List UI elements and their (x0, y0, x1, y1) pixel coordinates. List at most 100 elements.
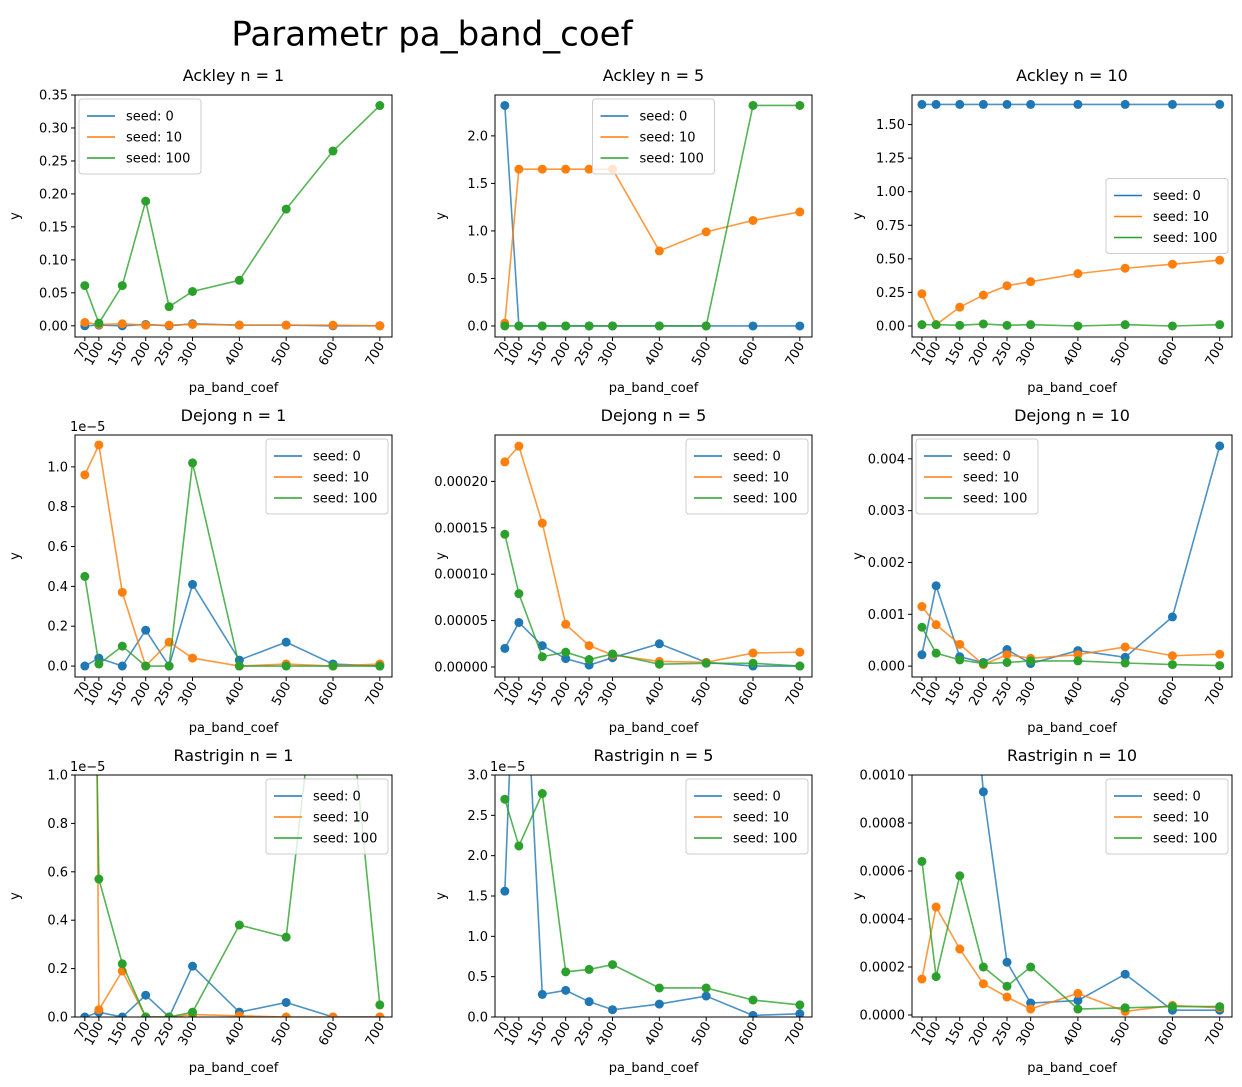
data-point (537, 989, 547, 999)
data-point (188, 579, 198, 589)
figure-title: Parametr pa_band_coef (231, 15, 633, 55)
data-point (654, 983, 664, 993)
data-point (561, 967, 571, 977)
data-point (584, 164, 594, 174)
x-tick-label: 700 (363, 1020, 388, 1049)
data-point (1073, 650, 1083, 660)
x-tick-label: 300 (596, 1020, 621, 1049)
y-tick-label: 0.002 (868, 556, 905, 571)
legend-label: seed: 0 (1153, 790, 1201, 805)
data-point (931, 99, 941, 109)
x-tick-label: 200 (966, 680, 991, 709)
data-point (561, 647, 571, 657)
x-tick-label: 150 (525, 680, 550, 709)
x-tick-label: 70 (72, 680, 93, 702)
series-line (504, 775, 800, 1017)
series-line (921, 606, 1220, 666)
data-point (375, 321, 385, 331)
data-point (584, 655, 594, 665)
data-point (500, 529, 510, 539)
x-tick-label: 600 (316, 1020, 341, 1049)
data-point (188, 1007, 198, 1017)
series-line (921, 323, 1220, 327)
data-point (329, 529, 338, 538)
data-point (1167, 612, 1177, 622)
y-tick-label: 0.0004 (860, 913, 906, 928)
axes-frame (74, 94, 393, 338)
data-point (917, 650, 927, 660)
data-point (584, 321, 594, 331)
x-tick-label: 300 (176, 1020, 201, 1049)
x-tick-label: 500 (269, 340, 294, 369)
data-point (164, 320, 174, 330)
data-point (234, 1011, 244, 1017)
data-point (1120, 320, 1130, 330)
data-point (584, 964, 594, 974)
data-point (164, 661, 174, 671)
x-tick-label: 150 (525, 340, 550, 369)
x-tick-label: 700 (1203, 1020, 1228, 1049)
data-point (1215, 1002, 1225, 1012)
y-tick-label: 0.00 (876, 319, 905, 334)
legend-frame (1105, 778, 1229, 855)
data-point (1026, 1004, 1036, 1014)
data-point (188, 319, 198, 329)
legend-label: seed: 100 (313, 832, 377, 847)
y-tick-label: 1.0 (467, 930, 488, 945)
x-tick-label: 600 (316, 340, 341, 369)
data-point (1120, 263, 1130, 273)
y-tick-label: 3.0 (467, 769, 488, 784)
x-tick-label: 250 (152, 1020, 177, 1049)
x-tick-label: 70 (492, 340, 513, 362)
data-point (1215, 99, 1225, 109)
data-point (537, 641, 547, 651)
data-point (917, 530, 926, 539)
x-tick-label: 500 (689, 680, 714, 709)
data-point (955, 871, 965, 881)
x-tick-label: 200 (129, 680, 154, 709)
data-point (537, 164, 547, 174)
data-point (281, 932, 291, 942)
x-tick-label: 200 (966, 340, 991, 369)
data-point (917, 289, 927, 299)
x-tick-label: 300 (176, 340, 201, 369)
data-point (584, 997, 594, 1007)
y-tick-label: 2.0 (467, 849, 488, 864)
legend-label: seed: 0 (640, 110, 688, 125)
x-tick-label: 250 (572, 340, 597, 369)
x-tick-label: 400 (1061, 1020, 1086, 1049)
data-point (500, 643, 510, 653)
subplot-title: Dejong n = 1 (181, 406, 287, 425)
x-tick-label: 250 (572, 680, 597, 709)
data-point (978, 659, 988, 669)
data-point (748, 648, 758, 658)
x-tick-label: 150 (943, 680, 968, 709)
y-tick-label: 0.0 (467, 1011, 488, 1026)
x-tick-label: 700 (783, 340, 808, 369)
legend-label: seed: 0 (313, 450, 361, 465)
series-line (504, 168, 800, 324)
plot-area (500, 775, 805, 1017)
data-point (561, 321, 571, 331)
data-point (917, 856, 927, 866)
data-point (164, 1012, 174, 1017)
legend-label: seed: 0 (126, 110, 174, 125)
x-tick-label: 700 (363, 680, 388, 709)
series-line (921, 861, 1220, 1010)
x-tick-label: 400 (222, 340, 247, 369)
x-tick-label: 150 (943, 340, 968, 369)
data-point (80, 571, 90, 581)
axes-frame (74, 774, 393, 1018)
x-tick-label: 600 (1156, 680, 1181, 709)
subplot: Dejong n = 5 pa_band_coef y 0.00000 0.00005 0… (434, 406, 813, 736)
y-tick-label: 0.4 (47, 914, 68, 929)
legend: seed: 0 seed: 10 seed: 100 (915, 438, 1039, 515)
x-tick-label: 400 (222, 680, 247, 709)
data-point (795, 647, 805, 657)
x-tick-label: 250 (152, 680, 177, 709)
subplot: Ackley n = 5 pa_band_coef y 0.0 0.5 1.0 1.5 2.0… (434, 66, 813, 396)
y-tick-label: 0.0000 (860, 1009, 906, 1024)
data-point (514, 617, 524, 627)
y-tick-label: 0.20 (39, 187, 68, 202)
x-axis-label: pa_band_coef (189, 1061, 279, 1076)
